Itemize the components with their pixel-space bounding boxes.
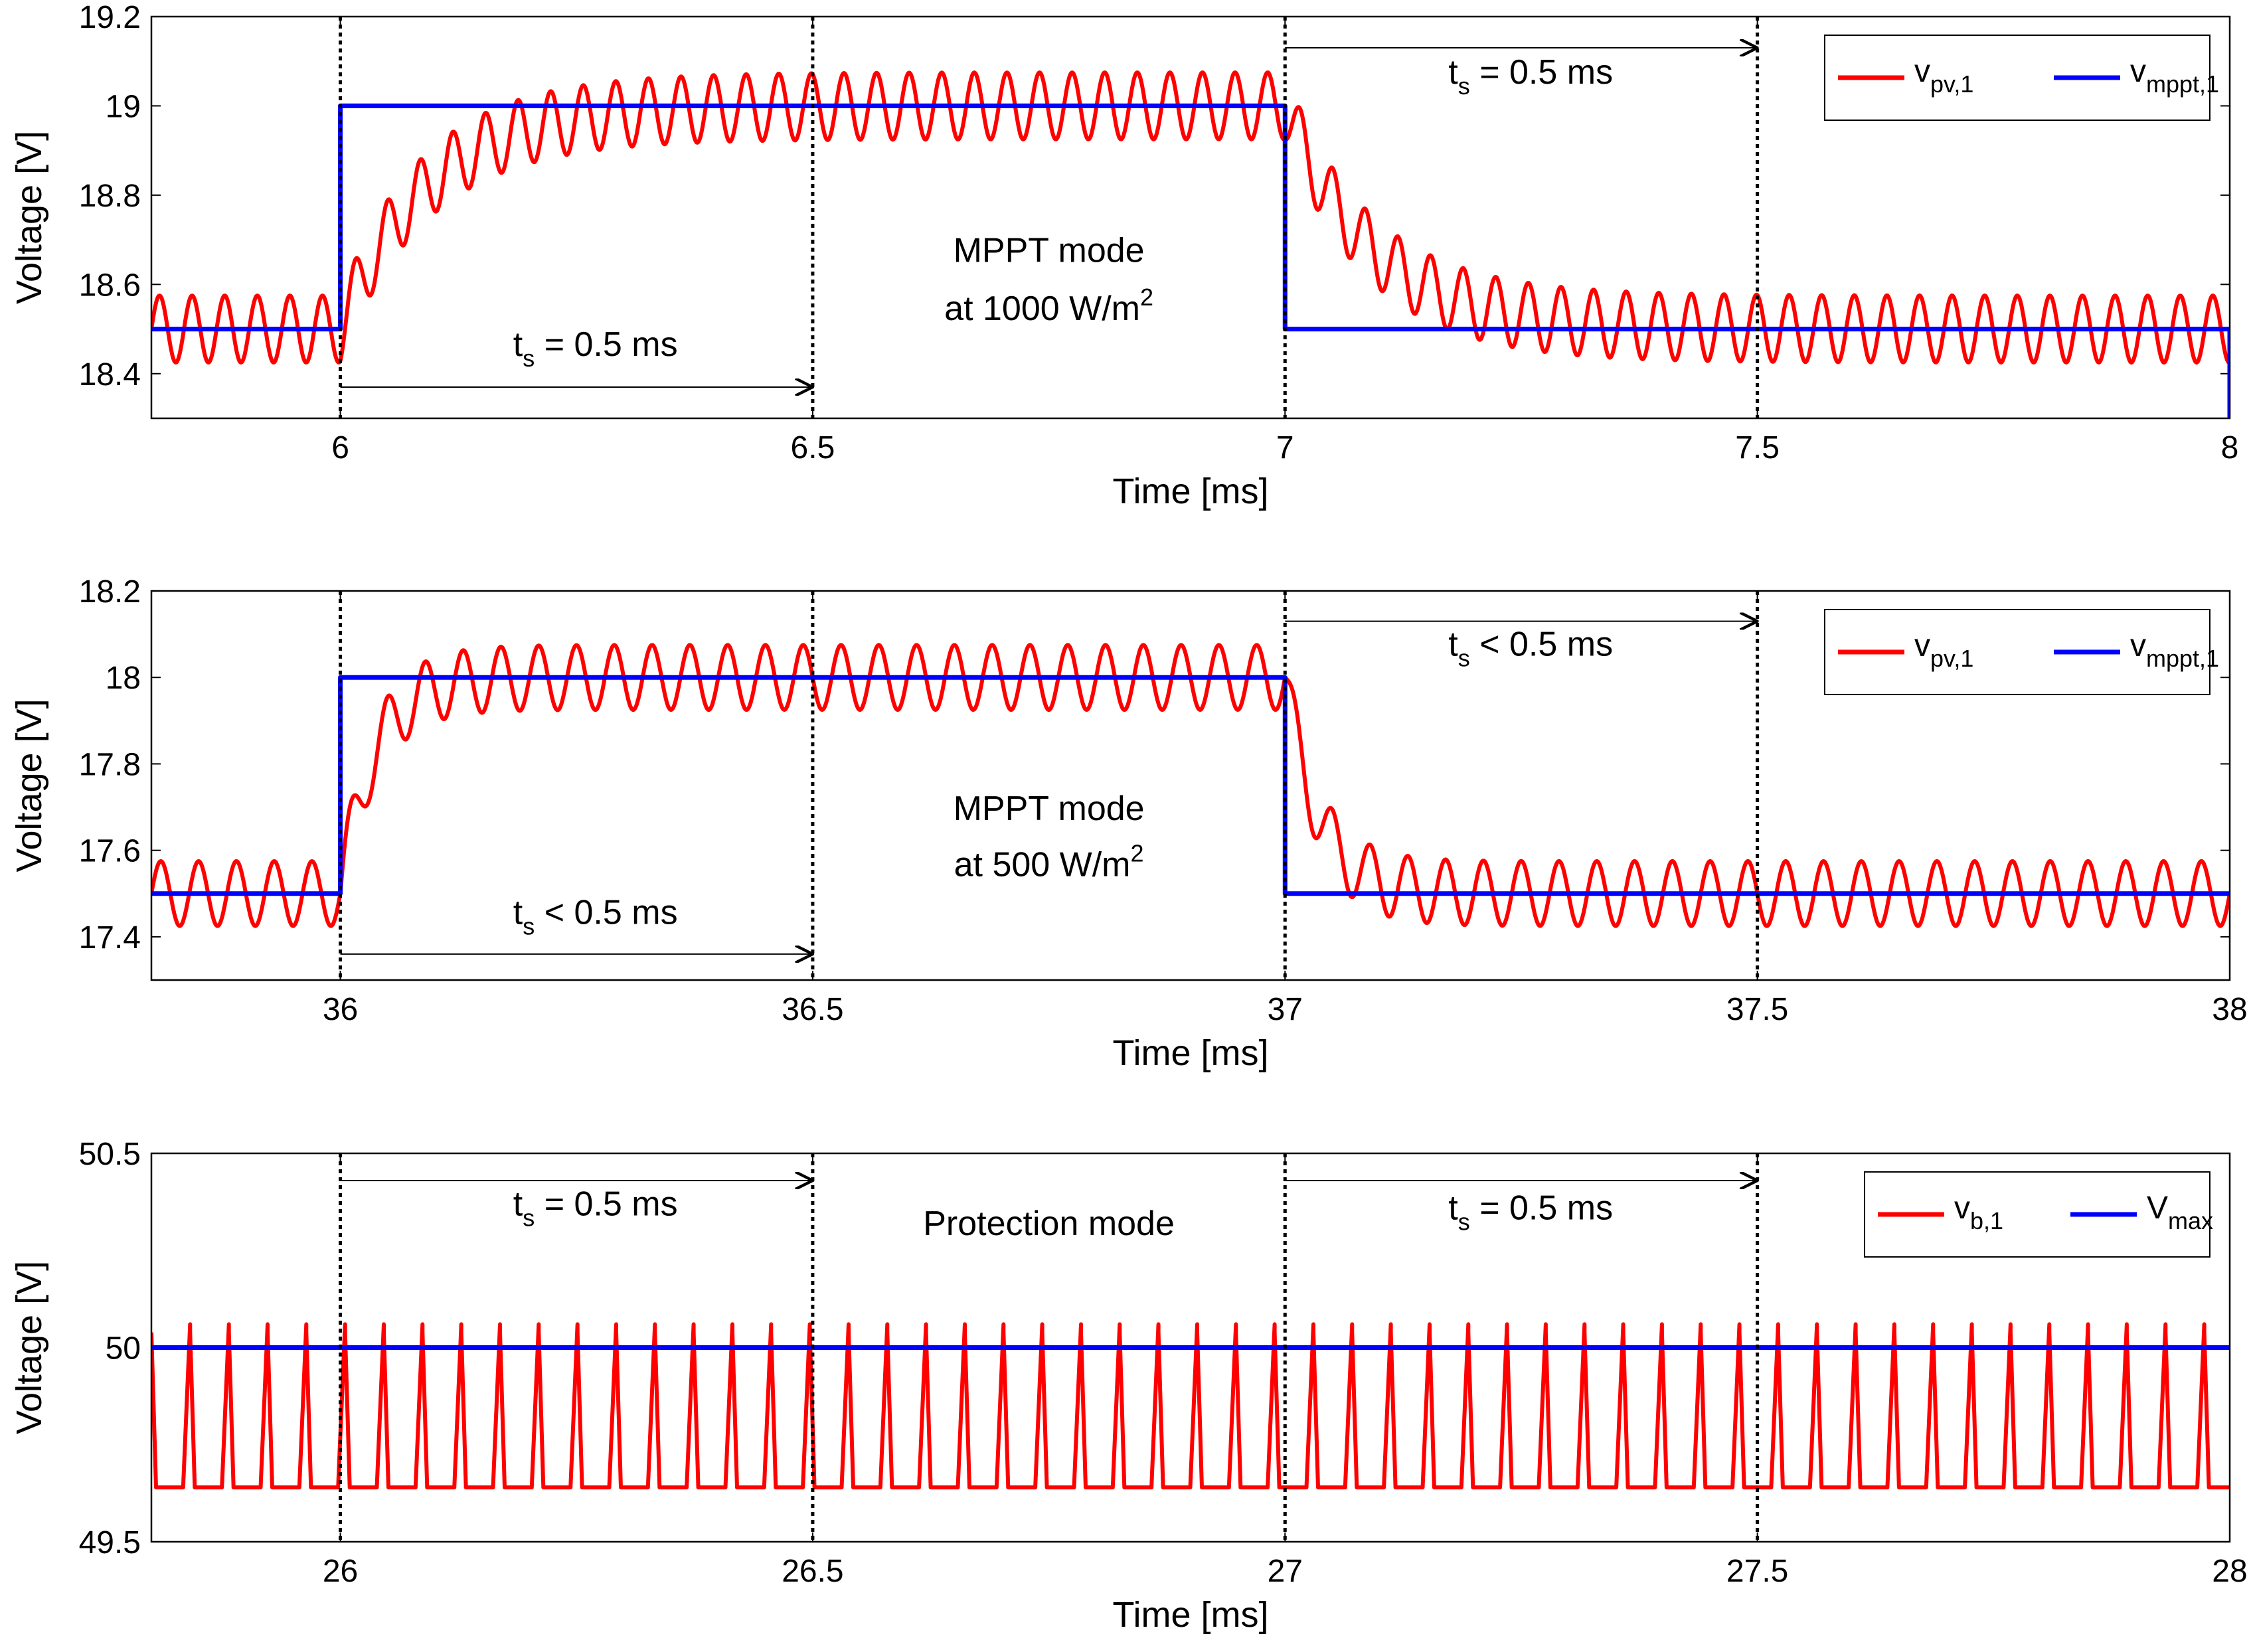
- legend: vpv,1 vmppt,1: [1824, 35, 2219, 121]
- x-axis-label: Time [ms]: [1113, 471, 1269, 511]
- y-tick-label: 18: [106, 661, 141, 696]
- x-tick-label: 28: [2212, 1554, 2247, 1589]
- mode-irradiance-label: at 1000 W/m2: [944, 284, 1153, 328]
- x-tick-label: 7: [1276, 430, 1294, 465]
- settling-time-label: ts < 0.5 ms: [513, 893, 678, 940]
- axes-frame: [150, 1152, 2231, 1543]
- legend: vpv,1 vmppt,1: [1824, 609, 2219, 695]
- series-v_mppt,1: [151, 675, 2230, 896]
- settling-time-label: ts = 0.5 ms: [513, 1185, 678, 1232]
- legend-label: vpv,1: [1914, 628, 1973, 672]
- mode-label: MPPT mode: [954, 789, 1145, 828]
- mode-label: Protection mode: [923, 1204, 1175, 1243]
- plot-area: [151, 1322, 2230, 1490]
- y-tick-label: 19.2: [79, 0, 141, 35]
- legend-label: Vmax: [2147, 1191, 2213, 1234]
- settling-time-label: ts = 0.5 ms: [1448, 53, 1613, 100]
- x-tick-label: 27.5: [1726, 1554, 1788, 1589]
- y-tick-label: 18.8: [79, 179, 141, 214]
- chart-panel-top: 6 6.5 7 7.5 8 18.4 18.6 18.8 19 19.2 Time [ms] Volt…: [9, 0, 2238, 511]
- x-tick-label: 8: [2221, 430, 2239, 465]
- plot-area: [151, 643, 2230, 928]
- settling-time-label: ts < 0.5 ms: [1448, 625, 1613, 672]
- y-tick-label: 18.6: [79, 268, 141, 303]
- plot-area: [151, 70, 2230, 418]
- series-v_pv,1: [151, 70, 2230, 365]
- y-tick-label: 50.5: [79, 1137, 141, 1172]
- chart-panel-bottom: 26 26.5 27 27.5 28 49.5 50 50.5 Time [ms] Voltage…: [9, 1137, 2248, 1635]
- x-tick-label: 27: [1268, 1554, 1303, 1589]
- axes-frame: [150, 590, 2231, 981]
- chart-panel-middle: 36 36.5 37 37.5 38 17.4 17.6 17.8 18 18.2 Time [ms…: [9, 574, 2248, 1073]
- settling-time-label: ts = 0.5 ms: [1448, 1189, 1613, 1235]
- y-axis-label: Voltage [V]: [9, 131, 49, 304]
- x-tick-label: 6: [331, 430, 349, 465]
- mode-irradiance-label: at 500 W/m2: [954, 840, 1144, 884]
- y-tick-label: 50: [106, 1331, 141, 1366]
- legend-label: vmppt,1: [2130, 628, 2219, 672]
- y-tick-label: 18.4: [79, 357, 141, 392]
- x-tick-label: 36.5: [782, 992, 843, 1027]
- x-tick-label: 26: [323, 1554, 358, 1589]
- y-tick-label: 18.2: [79, 574, 141, 610]
- series-v_mppt,1: [151, 103, 2230, 418]
- x-tick-label: 37.5: [1726, 992, 1788, 1027]
- y-tick-label: 19: [106, 89, 141, 124]
- x-tick-label: 36: [323, 992, 358, 1027]
- x-tick-label: 38: [2212, 992, 2247, 1027]
- axes-frame: [150, 15, 2231, 420]
- settling-time-label: ts = 0.5 ms: [513, 325, 678, 372]
- legend-label: vb,1: [1954, 1191, 2003, 1234]
- y-tick-label: 17.6: [79, 834, 141, 869]
- mode-label: MPPT mode: [954, 232, 1145, 270]
- x-tick-label: 37: [1268, 992, 1303, 1027]
- x-axis-label: Time [ms]: [1113, 1595, 1269, 1635]
- x-tick-label: 6.5: [791, 430, 835, 465]
- y-tick-label: 49.5: [79, 1525, 141, 1560]
- legend-label: vpv,1: [1914, 54, 1973, 98]
- x-tick-label: 7.5: [1735, 430, 1780, 465]
- series-v_b,1: [151, 1322, 2230, 1490]
- legend: vb,1 Vmax: [1864, 1171, 2213, 1258]
- x-tick-label: 26.5: [782, 1554, 843, 1589]
- y-axis-label: Voltage [V]: [9, 1261, 49, 1434]
- y-tick-label: 17.8: [79, 747, 141, 782]
- y-tick-label: 17.4: [79, 920, 141, 955]
- y-axis-label: Voltage [V]: [9, 699, 49, 872]
- legend-label: vmppt,1: [2130, 54, 2219, 98]
- x-axis-label: Time [ms]: [1113, 1033, 1269, 1073]
